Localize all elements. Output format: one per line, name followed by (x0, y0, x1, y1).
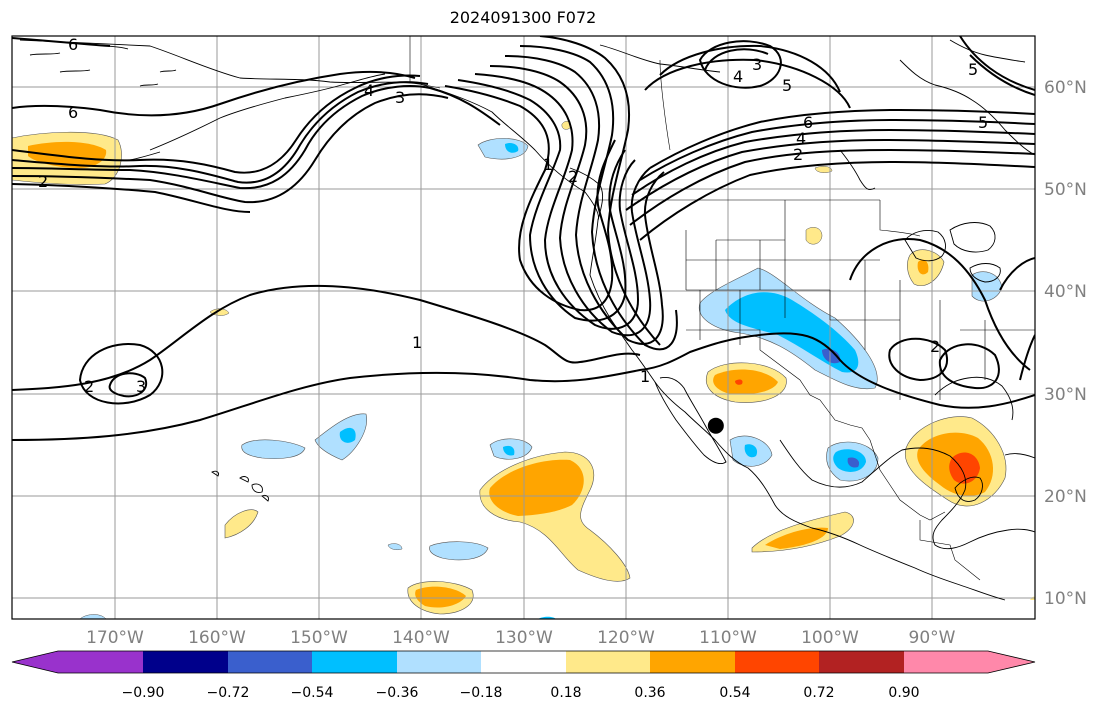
colorbar-tick: 0.36 (634, 685, 665, 701)
lat-label: 20°N (1044, 487, 1087, 507)
contour-label: 4 (796, 129, 806, 148)
contour-label: 3 (752, 55, 762, 74)
colorbar-tick: −0.36 (376, 685, 419, 701)
lon-label: 140°W (392, 628, 450, 648)
colorbar (11, 650, 1036, 674)
contour-label: 4 (364, 81, 374, 100)
contour-label: 1 (543, 155, 553, 174)
lat-label: 60°N (1044, 78, 1087, 98)
lat-lon-grid (12, 36, 1035, 619)
contour-label: 5 (782, 76, 792, 95)
colorbar-tick: 0.90 (888, 685, 919, 701)
colorbar-tick: −0.90 (122, 685, 165, 701)
lat-label: 40°N (1044, 282, 1087, 302)
lon-label: 170°W (86, 628, 144, 648)
lat-label: 50°N (1044, 180, 1087, 200)
lon-label: 90°W (909, 628, 956, 648)
contour-label: 3 (395, 88, 405, 107)
colorbar-tick: 0.18 (550, 685, 581, 701)
contour-label: 6 (68, 35, 78, 54)
anomaly-region-alaska (477, 138, 529, 160)
map-title: 2024091300 F072 (449, 8, 597, 27)
lon-label: 110°W (699, 628, 757, 648)
contour-label: 2 (568, 167, 578, 186)
lon-label: 100°W (801, 628, 859, 648)
contour-label: 2 (930, 337, 940, 356)
lon-label: 150°W (290, 628, 348, 648)
longitude-labels: 170°W 160°W 150°W 140°W 130°W 120°W 110°… (86, 628, 956, 648)
colorbar-segment (566, 651, 650, 673)
location-marker-icon (707, 417, 724, 434)
colorbar-tick-labels: −0.90 −0.72 −0.54 −0.36 −0.18 0.18 0.36 … (122, 685, 920, 701)
colorbar-tick: 0.72 (803, 685, 834, 701)
colorbar-segment (228, 651, 312, 673)
colorbar-tick: 0.54 (719, 685, 750, 701)
colorbar-segment (650, 651, 735, 673)
lat-label: 30°N (1044, 385, 1087, 405)
latitude-labels: 60°N 50°N 40°N 30°N 20°N 10°N (1044, 78, 1087, 609)
colorbar-segment (735, 651, 819, 673)
colorbar-tick: −0.18 (460, 685, 503, 701)
anomaly-region-north-pacific-core (28, 141, 107, 168)
contour-label: 1 (640, 367, 650, 386)
lon-label: 160°W (188, 628, 246, 648)
political-boundaries (409, 36, 1035, 581)
contour-label: 2 (84, 377, 94, 396)
colorbar-tick: −0.72 (207, 685, 250, 701)
plot-frame (11, 35, 1036, 620)
colorbar-segment (904, 651, 1035, 673)
anomaly-shading (12, 120, 1035, 619)
contour-labels: 6 6 2 4 3 3 4 5 5 5 6 4 2 1 1 2 3 2 1 2 (38, 35, 988, 396)
colorbar-segment (312, 651, 397, 673)
contour-label: 3 (136, 377, 146, 396)
colorbar-segment (12, 651, 143, 673)
lon-label: 130°W (495, 628, 553, 648)
contour-label: 2 (793, 145, 803, 164)
colorbar-outline (11, 650, 1036, 674)
contour-label: 5 (978, 113, 988, 132)
contour-label: 5 (968, 60, 978, 79)
contour-label: 6 (803, 113, 813, 132)
contour-label: 6 (68, 103, 78, 122)
contour-label: 2 (38, 172, 48, 191)
lat-label: 10°N (1044, 589, 1087, 609)
contour-label: 1 (412, 333, 422, 352)
lon-label: 120°W (597, 628, 655, 648)
colorbar-segment (143, 651, 228, 673)
colorbar-segment (397, 651, 481, 673)
contour-lines (12, 36, 1035, 441)
colorbar-tick: −0.54 (291, 685, 334, 701)
contour-label: 4 (733, 67, 743, 86)
colorbar-segment (481, 651, 566, 673)
colorbar-segment (819, 651, 904, 673)
